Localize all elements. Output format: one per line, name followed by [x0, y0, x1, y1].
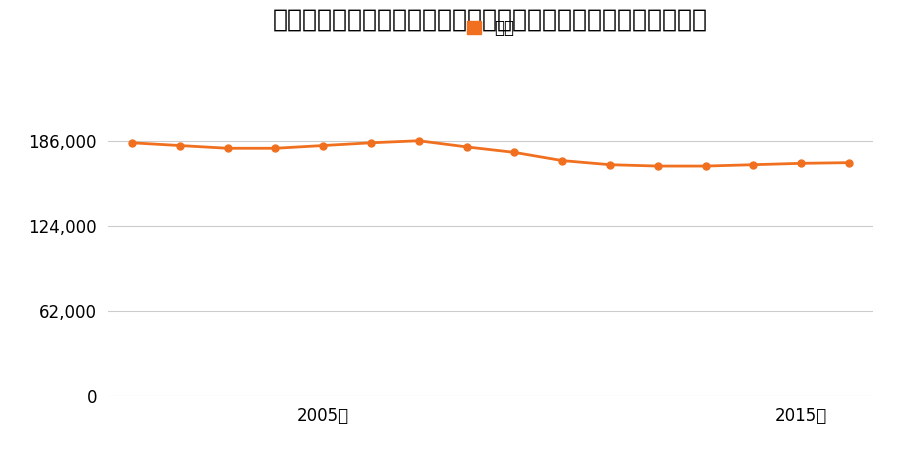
Legend: 価格: 価格 — [461, 12, 520, 44]
Title: 埼玉県さいたま市岩槻区緑区原山４丁目２５２番３７の地価推移: 埼玉県さいたま市岩槻区緑区原山４丁目２５２番３７の地価推移 — [273, 8, 708, 32]
